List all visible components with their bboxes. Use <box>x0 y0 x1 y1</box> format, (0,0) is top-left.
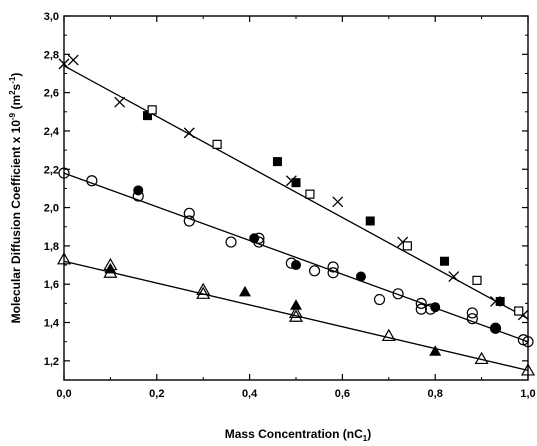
y-tick-label: 2,6 <box>44 88 59 100</box>
tick-labels: 0,0 0,2 0,4 0,6 0,8 1,0 1,2 1,4 1,6 1,8 2,0 2,2 2,4 2… <box>44 11 536 400</box>
data-point-circle-filled <box>355 271 366 282</box>
x-tick-label: 0,2 <box>149 388 164 400</box>
data-point-circle-open <box>58 167 70 179</box>
data-point-square-open <box>402 241 412 251</box>
data-point-cross <box>67 54 79 66</box>
y-tick-label: 2,8 <box>44 49 59 61</box>
data-point-triangle-open <box>288 309 304 322</box>
data-markers <box>56 54 536 376</box>
data-point-triangle-open <box>196 282 211 296</box>
data-point-square-filled <box>365 216 375 226</box>
x-axis-label: Mass Concentration (nC1) <box>225 427 371 443</box>
data-point-triangle-open <box>474 351 489 365</box>
axis-ticks <box>63 15 529 380</box>
data-point-cross <box>448 271 460 283</box>
fit-line <box>63 172 529 343</box>
y-tick-label: 2,2 <box>44 164 59 176</box>
y-tick-label: 2,4 <box>44 126 60 138</box>
data-point-square-filled <box>439 256 449 266</box>
data-point-square-open <box>472 275 482 285</box>
data-point-circle-open <box>86 175 98 187</box>
data-point-triangle-open <box>196 286 211 299</box>
data-point-cross <box>58 58 70 70</box>
data-point-circle-filled <box>133 185 144 196</box>
y-tick-label: 2,0 <box>44 203 59 215</box>
y-tick-label: 1,6 <box>44 279 59 291</box>
x-tick-label: 0,0 <box>56 388 71 400</box>
data-point-square-filled <box>272 157 282 167</box>
y-tick-label: 1,2 <box>44 356 59 368</box>
x-tick-label: 0,4 <box>242 388 258 400</box>
data-point-square-filled <box>143 111 153 121</box>
data-point-circle-open <box>327 267 339 279</box>
data-point-circle-filled <box>490 323 501 334</box>
data-point-circle-open <box>522 336 534 348</box>
data-point-circle-open <box>308 265 321 277</box>
data-point-square-filled <box>495 296 505 306</box>
data-point-triangle-open <box>56 252 72 265</box>
y-tick-label: 1,8 <box>44 241 59 253</box>
data-point-triangle-filled <box>429 345 442 356</box>
y-axis-label: Molecular Diffusion Coefficient x 10-9 (… <box>8 73 23 324</box>
data-point-circle-filled <box>430 302 441 313</box>
data-point-square-open <box>212 139 222 149</box>
x-tick-label: 0,6 <box>335 388 350 400</box>
data-point-square-open <box>305 189 315 199</box>
x-tick-label: 0,8 <box>428 388 443 400</box>
fit-lines <box>63 65 529 372</box>
data-point-square-open <box>514 306 524 316</box>
data-point-cross <box>183 127 195 139</box>
data-point-circle-open <box>466 313 478 325</box>
data-point-circle-open <box>415 303 427 315</box>
data-point-circle-filled <box>249 233 260 244</box>
data-point-circle-open <box>183 207 195 219</box>
data-point-circle-open <box>225 236 237 248</box>
fit-line <box>63 260 529 372</box>
data-point-circle-open <box>183 215 195 227</box>
data-point-circle-filled <box>291 260 301 271</box>
data-point-square-filled <box>291 178 301 188</box>
data-point-triangle-open <box>381 328 396 342</box>
data-point-square-open <box>147 105 157 115</box>
data-point-circle-open <box>415 297 427 309</box>
fit-line <box>63 65 529 320</box>
data-point-cross <box>332 196 344 208</box>
data-point-circle-open <box>327 261 339 273</box>
data-point-triangle-filled <box>104 262 117 274</box>
data-point-cross <box>114 96 126 108</box>
data-point-triangle-filled <box>290 299 302 310</box>
y-tick-label: 3,0 <box>44 11 59 23</box>
x-tick-label: 1,0 <box>520 388 535 400</box>
y-tick-label: 1,4 <box>44 318 60 330</box>
data-point-circle-open <box>373 293 386 306</box>
data-point-triangle-open <box>288 305 304 319</box>
data-point-circle-open <box>392 288 404 300</box>
data-point-circle-open <box>466 307 478 319</box>
data-point-triangle-filled <box>238 285 251 297</box>
